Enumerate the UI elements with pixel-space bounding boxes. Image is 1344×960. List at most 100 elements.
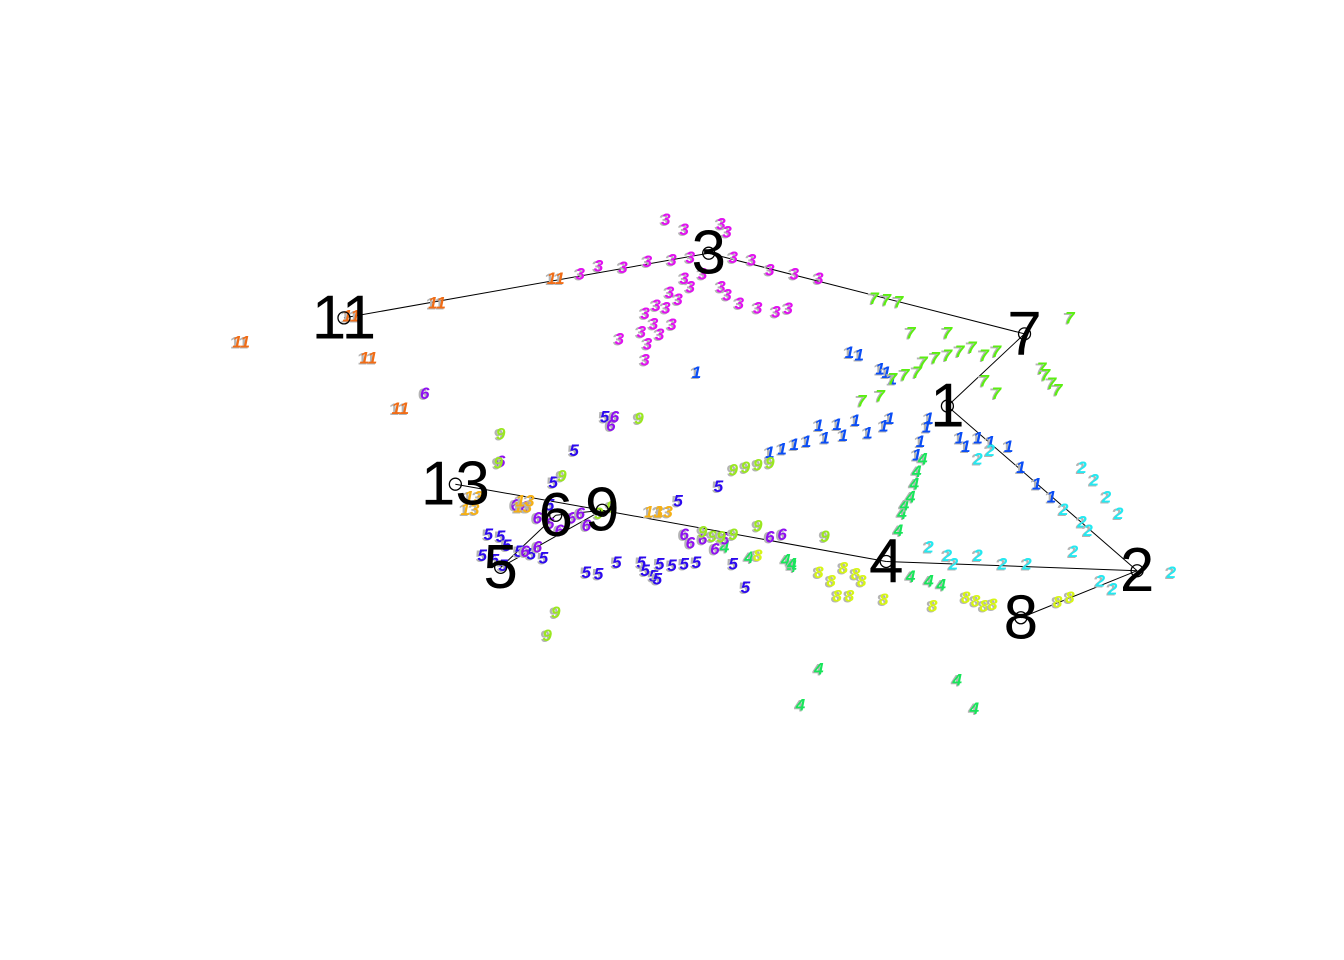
point-label-cluster-6: 6	[582, 516, 592, 535]
point-label-cluster-4: 4	[896, 504, 907, 523]
point-label-cluster-5: 5	[673, 492, 683, 511]
point-label-cluster-4: 4	[917, 450, 928, 469]
point-label-cluster-1: 1	[833, 415, 842, 434]
point-label-shadow: 3	[714, 215, 723, 234]
point-label-cluster-6: 6	[520, 542, 530, 561]
point-label-shadow: 2	[922, 539, 931, 558]
point-label-cluster-4: 4	[969, 699, 980, 718]
point-label-shadow: 5	[665, 557, 674, 576]
point-label-cluster-1: 1	[845, 343, 854, 362]
point-label-cluster-7: 7	[992, 342, 1003, 361]
point-label-cluster-1: 1	[802, 432, 811, 451]
center-marker-8	[1014, 611, 1028, 625]
point-label-cluster-8: 8	[753, 546, 763, 565]
point-label-cluster-7: 7	[930, 349, 941, 368]
point-label-cluster-9: 9	[708, 527, 718, 546]
point-label-shadow: 4	[898, 497, 908, 516]
point-label-shadow: 11	[426, 294, 444, 313]
point-label-cluster-6: 6	[698, 529, 708, 548]
point-label-cluster-6: 6	[777, 525, 787, 544]
point-label-shadow: 5	[647, 567, 656, 586]
point-label-shadow: 9	[632, 410, 641, 429]
point-label-shadow: 9	[549, 604, 558, 623]
point-label-shadow: 2	[1067, 543, 1076, 562]
point-label-cluster-4: 4	[813, 660, 824, 679]
point-label-cluster-1: 1	[1016, 458, 1025, 477]
point-label-cluster-3: 3	[667, 315, 677, 334]
point-label-shadow: 4	[812, 661, 822, 680]
point-label-shadow: 3	[782, 300, 791, 319]
point-label-cluster-6: 6	[686, 534, 696, 553]
point-label-shadow: 3	[653, 326, 662, 345]
point-label-cluster-2: 2	[1076, 458, 1087, 477]
point-label-shadow: 3	[684, 249, 693, 268]
point-label-cluster-7: 7	[900, 366, 911, 385]
point-label-cluster-8: 8	[833, 586, 843, 605]
point-label-cluster-1: 1	[1047, 487, 1056, 506]
point-label-cluster-8: 8	[971, 591, 981, 610]
point-label-cluster-11: 11	[547, 269, 565, 288]
point-label-shadow: 6	[763, 529, 772, 548]
point-label-cluster-1: 1	[986, 433, 995, 452]
point-label-shadow: 7	[1045, 375, 1054, 394]
point-label-shadow: 5	[598, 409, 607, 428]
point-label-cluster-8: 8	[1053, 592, 1063, 611]
center-label-1: 1	[930, 372, 964, 441]
point-label-shadow: 3	[720, 224, 729, 243]
point-label-shadow: 5	[500, 537, 509, 556]
point-label-cluster-7: 7	[1053, 381, 1064, 400]
point-label-shadow: 1	[910, 446, 919, 465]
point-label-shadow: 8	[837, 560, 846, 579]
point-label-cluster-2: 2	[1082, 521, 1093, 540]
center-marker-4	[879, 554, 893, 569]
point-label-cluster-3: 3	[665, 283, 675, 302]
point-label-shadow: 8	[824, 572, 833, 591]
point-label-cluster-7: 7	[955, 342, 966, 361]
point-label-cluster-9: 9	[698, 523, 708, 542]
point-label-cluster-1: 1	[912, 445, 921, 464]
point-label-cluster-7: 7	[1065, 308, 1076, 327]
point-label-shadow: 1	[1014, 459, 1023, 478]
center-label-13: 13	[421, 450, 490, 519]
point-label-shadow: 3	[592, 257, 601, 276]
point-label-shadow: 5	[726, 556, 735, 575]
point-label-shadow: 3	[613, 330, 622, 349]
point-label-shadow: 6	[608, 409, 617, 428]
path-segment-1-2	[947, 405, 1138, 572]
point-label-cluster-6: 6	[496, 452, 506, 471]
point-label-cluster-3: 3	[661, 210, 671, 229]
point-label-shadow: 1	[877, 418, 886, 437]
point-label-shadow: 7	[879, 292, 888, 311]
point-label-cluster-3: 3	[643, 334, 653, 353]
point-label-cluster-3: 3	[655, 325, 665, 344]
point-label-shadow: 5	[476, 547, 485, 566]
point-label-shadow: 2	[941, 547, 950, 566]
point-label-cluster-4: 4	[936, 576, 947, 595]
point-label-cluster-8: 8	[979, 597, 989, 616]
point-label-cluster-11: 11	[391, 399, 409, 418]
point-label-cluster-8: 8	[814, 563, 824, 582]
point-label-cluster-3: 3	[722, 286, 732, 305]
point-label-cluster-6: 6	[765, 528, 775, 547]
point-label-shadow: 4	[950, 671, 960, 690]
point-label-cluster-9: 9	[820, 527, 830, 546]
point-label-cluster-13: 13	[461, 500, 480, 519]
point-label-cluster-7: 7	[943, 324, 954, 343]
point-label-cluster-2: 2	[1076, 513, 1087, 532]
point-label-shadow: 3	[638, 305, 647, 324]
point-label-cluster-11: 11	[428, 293, 446, 312]
point-label-cluster-6: 6	[610, 408, 620, 427]
point-label-shadow: 1	[853, 346, 862, 365]
point-label-cluster-7: 7	[912, 363, 923, 382]
point-label-shadow: 3	[769, 304, 778, 323]
point-label-shadow: 3	[663, 284, 672, 303]
point-label-shadow: 6	[509, 497, 518, 516]
point-label-cluster-1: 1	[1004, 437, 1013, 456]
point-label-shadow: 5	[638, 562, 647, 581]
point-label-cluster-5: 5	[612, 553, 622, 572]
point-label-shadow: 13	[511, 498, 530, 517]
point-label-shadow: 6	[696, 530, 705, 549]
point-label-shadow: 7	[941, 347, 950, 366]
point-label-shadow: 11	[357, 350, 375, 369]
